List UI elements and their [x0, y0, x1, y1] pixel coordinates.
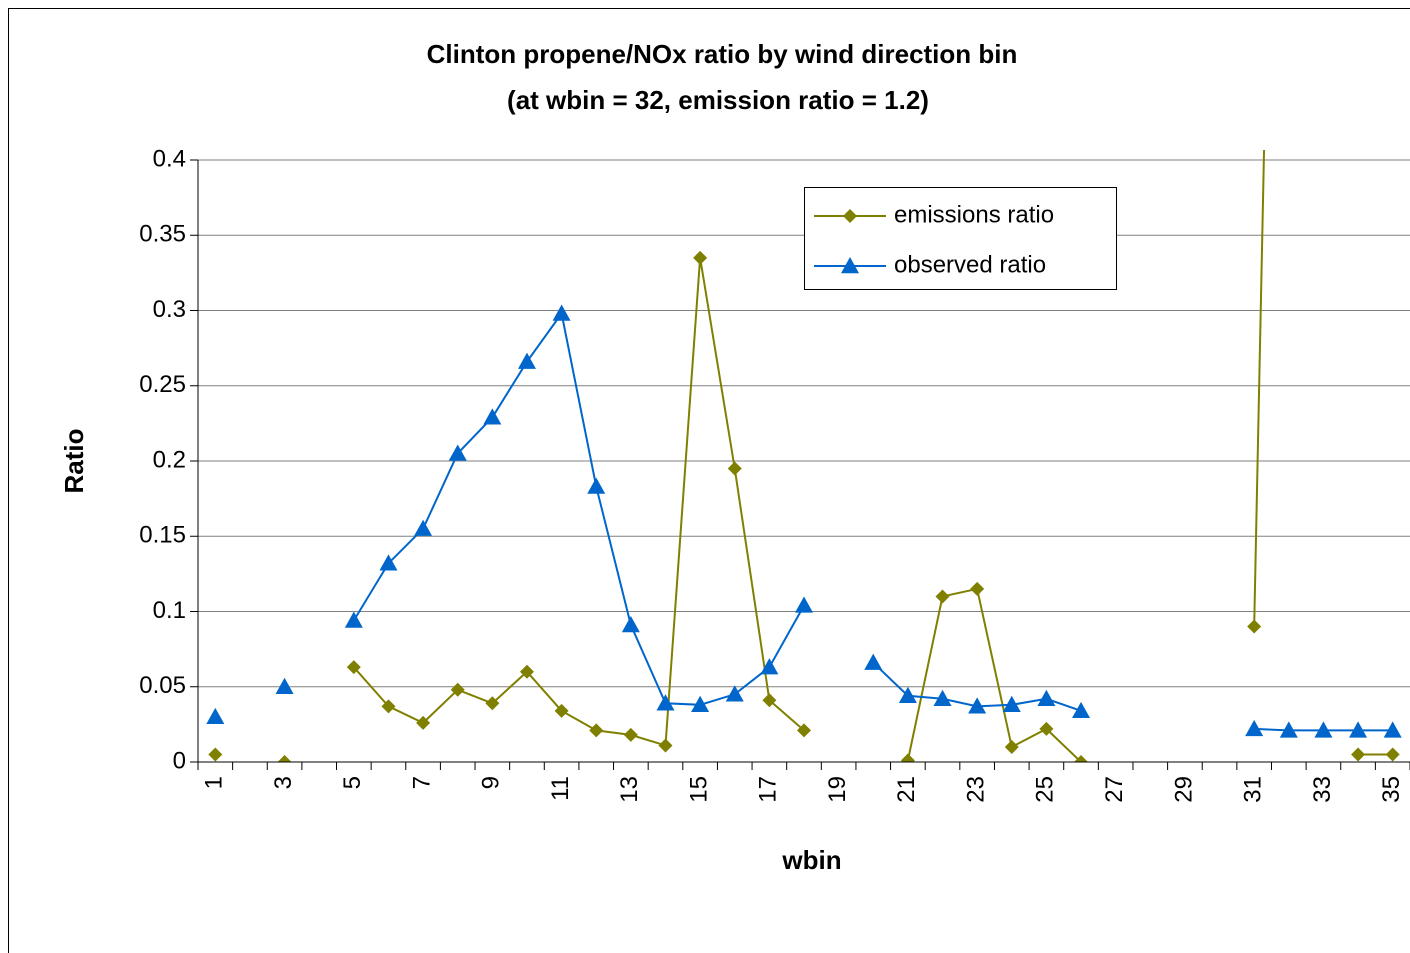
chart-subtitle: (at wbin = 32, emission ratio = 1.2) — [507, 85, 929, 115]
x-tick-label: 1 — [201, 776, 228, 789]
marker-diamond — [450, 682, 465, 697]
marker-diamond — [519, 664, 534, 679]
y-tick-label: 0.35 — [139, 221, 186, 248]
x-tick-label: 33 — [1309, 776, 1336, 803]
marker-triangle — [656, 694, 675, 711]
y-tick-label: 0.15 — [139, 522, 186, 549]
x-tick-label: 25 — [1032, 776, 1059, 803]
marker-triangle — [795, 596, 813, 613]
marker-triangle — [587, 477, 606, 494]
x-tick-label: 15 — [685, 776, 712, 803]
marker-diamond — [1039, 721, 1054, 736]
marker-triangle — [1037, 689, 1056, 706]
marker-triangle — [379, 554, 398, 571]
plot-area — [206, 150, 1402, 762]
marker-triangle — [760, 658, 779, 675]
marker-diamond — [843, 209, 857, 223]
marker-triangle — [841, 257, 859, 274]
marker-diamond — [623, 727, 638, 742]
x-tick-label: 19 — [824, 776, 851, 803]
x-tick-label: 27 — [1101, 776, 1128, 803]
marker-triangle — [275, 677, 294, 694]
marker-triangle — [864, 653, 883, 670]
marker-triangle — [552, 304, 571, 321]
y-tick-label: 0.1 — [153, 597, 186, 624]
marker-diamond — [1074, 755, 1089, 762]
marker-triangle — [1383, 721, 1402, 738]
marker-diamond — [1247, 619, 1262, 634]
y-tick-label: 0.05 — [139, 672, 186, 699]
marker-triangle — [206, 707, 225, 725]
marker-diamond — [762, 693, 777, 708]
marker-diamond — [970, 581, 985, 596]
marker-triangle — [968, 697, 987, 714]
x-tick-label: 21 — [893, 776, 920, 803]
marker-triangle — [691, 695, 710, 713]
marker-diamond — [1385, 747, 1400, 762]
marker-triangle — [1314, 721, 1333, 738]
marker-triangle — [1245, 719, 1264, 737]
marker-triangle — [1002, 695, 1021, 713]
marker-diamond — [727, 461, 742, 476]
x-tick-label: 31 — [1240, 776, 1267, 803]
marker-triangle — [933, 689, 952, 706]
marker-diamond — [589, 723, 604, 738]
y-tick-label: 0 — [173, 747, 186, 774]
x-tick-label: 29 — [1170, 776, 1197, 803]
marker-triangle — [517, 352, 536, 369]
axes: 00.050.10.150.20.250.30.350.41 3 5 7 9 11 13 15… — [139, 145, 1410, 803]
marker-diamond — [797, 723, 811, 738]
marker-triangle — [414, 519, 433, 536]
y-tick-label: 0.4 — [153, 145, 186, 172]
y-tick-label: 0.2 — [153, 446, 186, 473]
marker-triangle — [898, 686, 917, 703]
y-axis-title: Ratio — [59, 429, 89, 494]
marker-diamond — [900, 753, 915, 762]
x-tick-label: 13 — [616, 776, 643, 803]
y-tick-label: 0.3 — [153, 296, 186, 323]
x-tick-label: 3 — [270, 776, 297, 789]
series-line — [353, 150, 1393, 762]
x-tick-label: 7 — [408, 776, 435, 789]
marker-triangle — [1072, 701, 1091, 719]
marker-diamond — [346, 660, 361, 675]
marker-triangle — [1349, 721, 1368, 738]
legend-label: emissions ratio — [894, 201, 1054, 228]
x-tick-label: 17 — [755, 776, 782, 803]
x-tick-label: 35 — [1378, 776, 1405, 803]
marker-diamond — [1351, 747, 1366, 762]
marker-diamond — [416, 715, 431, 730]
x-tick-label: 11 — [547, 776, 574, 801]
marker-triangle — [448, 444, 467, 461]
x-tick-label: 23 — [962, 776, 989, 803]
marker-triangle — [621, 616, 640, 633]
marker-diamond — [381, 699, 396, 714]
y-tick-label: 0.25 — [139, 371, 186, 398]
x-axis-title: wbin — [781, 845, 841, 875]
legend: emissions ratio observed ratio — [804, 187, 1117, 290]
marker-diamond — [485, 696, 500, 711]
marker-diamond — [277, 755, 292, 762]
marker-diamond — [554, 703, 569, 718]
chart-frame — [8, 8, 1410, 953]
x-tick-label: 9 — [478, 776, 505, 789]
grid — [198, 159, 1410, 763]
x-tick-label: 5 — [339, 776, 366, 789]
marker-triangle — [344, 611, 363, 628]
marker-diamond — [658, 738, 673, 753]
legend-label: observed ratio — [894, 251, 1046, 278]
marker-diamond — [935, 589, 950, 604]
marker-triangle — [725, 685, 744, 702]
marker-triangle — [1279, 721, 1298, 738]
marker-diamond — [693, 250, 708, 265]
chart-title: Clinton propene/NOx ratio by wind direct… — [427, 39, 1018, 69]
marker-triangle — [483, 408, 502, 425]
marker-diamond — [208, 747, 223, 762]
marker-diamond — [1004, 739, 1019, 754]
